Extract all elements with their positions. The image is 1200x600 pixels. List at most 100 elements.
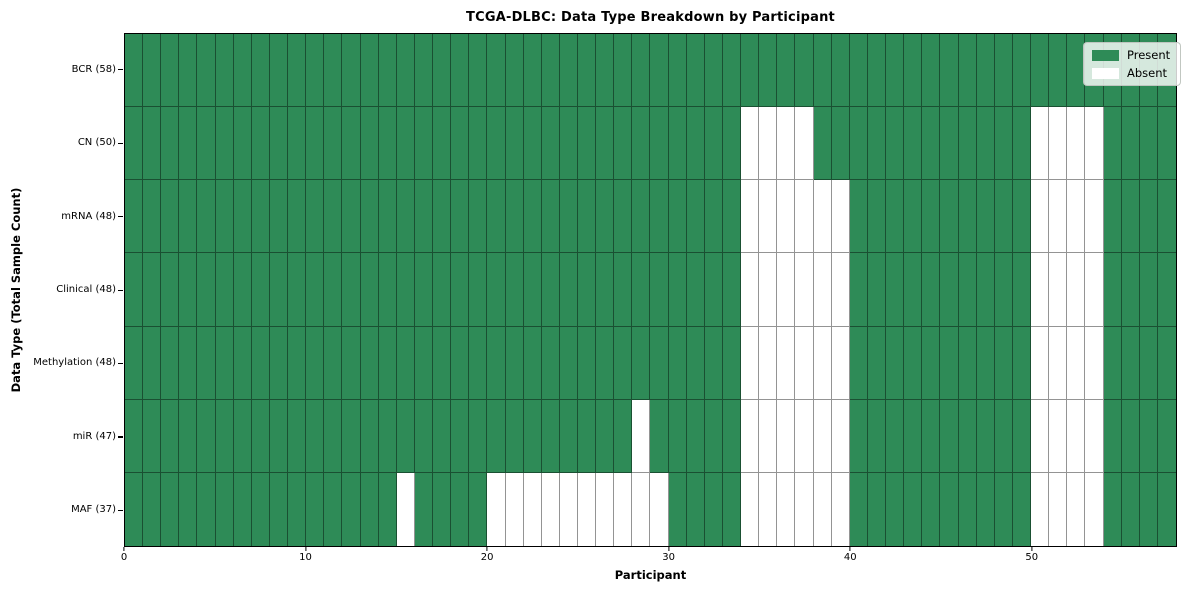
- heatmap-cell: [976, 472, 995, 546]
- heatmap-cell: [378, 326, 397, 400]
- heatmap-cell: [1157, 180, 1176, 254]
- heatmap-cell: [451, 180, 470, 254]
- heatmap-cell: [251, 180, 270, 254]
- heatmap-cell: [433, 253, 452, 327]
- heatmap-cell: [886, 253, 905, 327]
- heatmap-cell: [1031, 34, 1050, 108]
- heatmap-cell: [904, 399, 923, 473]
- heatmap-cell: [523, 107, 542, 181]
- heatmap-cell: [451, 472, 470, 546]
- heatmap-cell: [722, 399, 742, 473]
- heatmap-cell: [632, 107, 651, 181]
- heatmap-cell: [1031, 399, 1050, 473]
- heatmap-cell: [578, 399, 597, 473]
- heatmap-cell: [904, 326, 923, 400]
- heatmap-cell: [976, 107, 995, 181]
- heatmap-cell: [958, 399, 977, 473]
- heatmap-cell: [179, 326, 198, 400]
- heatmap-cell: [1157, 326, 1176, 400]
- heatmap-cell: [251, 472, 270, 546]
- heatmap-cell: [1139, 472, 1158, 546]
- heatmap-cell: [143, 399, 162, 473]
- y-tick-label: BCR (58): [71, 63, 116, 75]
- heatmap-cell: [1049, 180, 1068, 254]
- heatmap-cell: [958, 472, 977, 546]
- x-axis-label: Participant: [614, 568, 687, 582]
- heatmap-cell: [722, 253, 742, 327]
- heatmap-cell: [668, 253, 687, 327]
- heatmap-cell: [1085, 472, 1104, 546]
- heatmap-cell: [125, 399, 144, 473]
- heatmap-cell: [505, 253, 524, 327]
- x-tick-label: 20: [480, 552, 494, 563]
- heatmap-cell: [904, 253, 923, 327]
- heatmap-cell: [469, 326, 488, 400]
- heatmap-cell: [1031, 326, 1050, 400]
- heatmap-cell: [922, 399, 941, 473]
- heatmap-cell: [596, 472, 615, 546]
- heatmap-cell: [161, 253, 180, 327]
- heatmap-cell: [922, 180, 941, 254]
- heatmap-cell: [360, 399, 379, 473]
- heatmap-cell: [596, 107, 615, 181]
- heatmap-cell: [813, 253, 832, 327]
- heatmap-cell: [197, 34, 216, 108]
- heatmap-cell: [1103, 107, 1122, 181]
- heatmap-cell: [233, 107, 252, 181]
- heatmap-cell: [650, 326, 669, 400]
- heatmap-cell: [342, 107, 361, 181]
- heatmap-cell: [1012, 399, 1032, 473]
- heatmap-cell: [795, 326, 814, 400]
- heatmap-cell: [777, 107, 796, 181]
- heatmap-cell: [759, 180, 778, 254]
- heatmap-cell: [414, 326, 434, 400]
- heatmap-cell: [759, 107, 778, 181]
- heatmap-cell: [288, 180, 307, 254]
- heatmap-cell: [886, 34, 905, 108]
- heatmap-cell: [1067, 399, 1086, 473]
- heatmap-cell: [940, 399, 959, 473]
- heatmap-cell: [632, 326, 651, 400]
- heatmap-cell: [306, 253, 325, 327]
- heatmap-cell: [795, 34, 814, 108]
- heatmap-cell: [1085, 180, 1104, 254]
- heatmap-cell: [831, 107, 850, 181]
- heatmap-cell: [741, 399, 760, 473]
- heatmap-cell: [161, 326, 180, 400]
- heatmap-cell: [632, 472, 651, 546]
- heatmap-cell: [523, 34, 542, 108]
- heatmap-cell: [360, 253, 379, 327]
- y-tick-mark: [118, 436, 123, 438]
- heatmap-cell: [578, 34, 597, 108]
- heatmap-cell: [704, 180, 723, 254]
- heatmap-cell: [451, 399, 470, 473]
- heatmap-cell: [668, 326, 687, 400]
- heatmap-cell: [831, 399, 850, 473]
- heatmap-cell: [378, 34, 397, 108]
- heatmap-cell: [215, 107, 234, 181]
- heatmap-cell: [831, 180, 850, 254]
- heatmap-cell: [143, 180, 162, 254]
- heatmap-cell: [433, 107, 452, 181]
- heatmap-cell: [795, 472, 814, 546]
- legend-entry-absent: Absent: [1092, 67, 1170, 79]
- heatmap-cell: [958, 107, 977, 181]
- heatmap-cell: [650, 180, 669, 254]
- heatmap-cell: [378, 180, 397, 254]
- heatmap-cell: [215, 472, 234, 546]
- heatmap-cell: [541, 180, 560, 254]
- legend-label-present: Present: [1127, 48, 1171, 62]
- heatmap-cell: [722, 326, 742, 400]
- heatmap-cell: [831, 253, 850, 327]
- heatmap-cell: [686, 34, 705, 108]
- heatmap-cell: [1085, 399, 1104, 473]
- heatmap-cell: [759, 34, 778, 108]
- heatmap-cell: [215, 399, 234, 473]
- heatmap-cell: [324, 34, 343, 108]
- heatmap-cell: [125, 326, 144, 400]
- y-tick-mark: [118, 216, 123, 218]
- heatmap-cell: [505, 326, 524, 400]
- heatmap-cell: [414, 253, 434, 327]
- heatmap-cell: [125, 472, 144, 546]
- heatmap-cell: [650, 107, 669, 181]
